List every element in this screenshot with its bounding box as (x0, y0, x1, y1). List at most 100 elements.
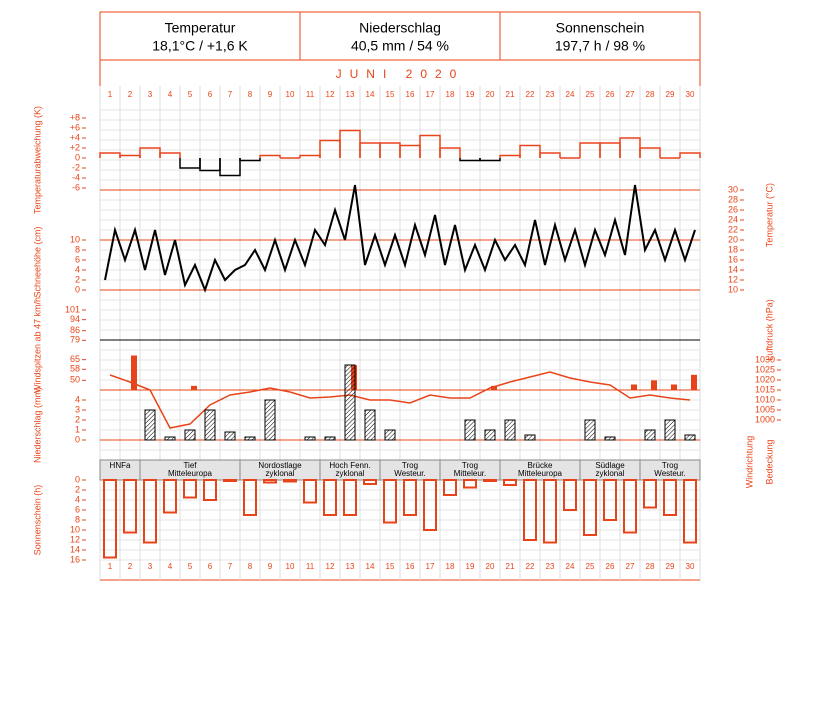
axis-title: Windspitzen ab 47 km/h (32, 297, 42, 393)
y-tick-label: 50 (70, 375, 80, 385)
day-label: 6 (208, 90, 213, 99)
sunshine-bar (363, 479, 377, 485)
wind-bar (491, 385, 497, 390)
precip-bar (224, 431, 236, 441)
axis-title: Sonnenschein (h) (32, 485, 42, 556)
anomaly-step (679, 152, 701, 158)
y-tick-label: 0 (75, 152, 80, 162)
sunshine-bar (403, 479, 417, 516)
sunshine-bar (583, 479, 597, 536)
precip-bar (664, 419, 676, 441)
weather-band (100, 460, 700, 480)
sunshine-bar (383, 479, 397, 524)
day-label: 8 (248, 90, 253, 99)
day-label: 14 (366, 562, 375, 571)
day-label: 24 (566, 562, 575, 571)
precip-bar (204, 409, 216, 441)
y-tick-label: 4 (75, 264, 80, 274)
day-label: 16 (406, 562, 415, 571)
y-tick-label: 10 (70, 524, 80, 534)
y-tick-label: +4 (70, 132, 80, 142)
wind-bar (671, 384, 677, 390)
weather-label: Hoch Fenn. (329, 461, 370, 470)
y-tick-label: 1020 (755, 374, 775, 384)
y-tick-label: 8 (75, 244, 80, 254)
day-label: 24 (566, 90, 575, 99)
sunshine-bar (123, 479, 137, 534)
sunshine-bar (423, 479, 437, 531)
day-label: 23 (546, 562, 555, 571)
day-label: 7 (228, 90, 233, 99)
y-tick-label: 2 (75, 414, 80, 424)
day-label: 20 (486, 562, 495, 571)
day-label: 19 (466, 562, 475, 571)
sunshine-bar (203, 479, 217, 501)
y-tick-label: -4 (72, 172, 80, 182)
precip-bar (264, 399, 276, 441)
day-label: 15 (386, 562, 395, 571)
header-value: 197,7 h / 98 % (555, 38, 645, 54)
weather-label: Mitteleuropa (518, 469, 563, 478)
y-tick-label: 1030 (755, 354, 775, 364)
y-tick-label: 12 (70, 534, 80, 544)
wind-bar (131, 355, 137, 390)
y-tick-label: 58 (70, 364, 80, 374)
sunshine-bar (663, 479, 677, 516)
header-value: 40,5 mm / 54 % (351, 38, 449, 54)
day-label: 9 (268, 562, 273, 571)
day-label: 6 (208, 562, 213, 571)
day-label: 22 (526, 90, 535, 99)
precip-bar (164, 436, 176, 441)
weather-label: Trog (662, 461, 678, 470)
day-label: 10 (286, 562, 295, 571)
precip-bar (644, 429, 656, 441)
day-label: 11 (306, 562, 315, 571)
pressure-line (109, 371, 691, 429)
weather-label: Nordostlage (258, 461, 302, 470)
y-tick-label: -2 (72, 162, 80, 172)
anomaly-step (439, 147, 461, 158)
day-label: 9 (268, 90, 273, 99)
y-tick-label: 6 (75, 504, 80, 514)
y-tick-label: 65 (70, 354, 80, 364)
sunshine-bar (643, 479, 657, 509)
header-value: 18,1°C / +1,6 K (152, 38, 248, 54)
weather-label: Westeur. (654, 469, 685, 478)
weather-label: Mitteleuropa (168, 469, 213, 478)
y-tick-label: 101 (65, 304, 80, 314)
anomaly-step (399, 144, 421, 158)
day-label: 14 (366, 90, 375, 99)
y-tick-label: 24 (728, 214, 738, 224)
y-tick-label: 0 (75, 434, 80, 444)
anomaly-step (639, 147, 661, 158)
axis-title: Niederschlag (mm) (32, 387, 42, 463)
precip-bar (524, 434, 536, 441)
y-tick-label: 12 (728, 274, 738, 284)
day-label: 7 (228, 562, 233, 571)
y-tick-label: 10 (728, 284, 738, 294)
day-label: 2 (128, 90, 133, 99)
day-label: 28 (646, 562, 655, 571)
header-title: Sonnenschein (556, 20, 645, 36)
y-tick-label: 16 (70, 554, 80, 564)
header-title: Temperatur (165, 20, 236, 36)
y-tick-label: +2 (70, 142, 80, 152)
sunshine-bar (683, 479, 697, 544)
y-tick-label: 30 (728, 184, 738, 194)
y-tick-label: 10 (70, 234, 80, 244)
y-tick-label: 8 (75, 514, 80, 524)
precip-bar (584, 419, 596, 441)
y-tick-label: 6 (75, 254, 80, 264)
anomaly-step (119, 154, 141, 158)
day-label: 11 (306, 90, 315, 99)
anomaly-step (459, 158, 481, 162)
anomaly-step (159, 152, 181, 158)
day-label: 2 (128, 562, 133, 571)
day-label: 12 (326, 90, 335, 99)
temperature-line (104, 184, 696, 293)
sunshine-bar (483, 479, 497, 482)
precip-bar (244, 436, 256, 441)
precip-bar (324, 436, 336, 441)
sunshine-bar (323, 479, 337, 516)
day-label: 21 (506, 90, 515, 99)
